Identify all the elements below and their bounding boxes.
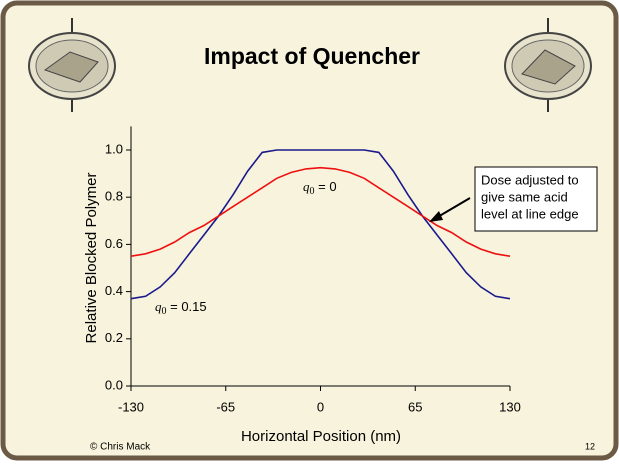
callout-arrow <box>435 197 471 219</box>
y-tick-label: 0.2 <box>105 330 123 345</box>
x-tick-label: 65 <box>408 399 422 414</box>
ornament-right <box>504 18 592 112</box>
annotation-text: = 0 <box>315 179 337 194</box>
callout-text: give same acid <box>481 189 568 204</box>
ornament-left <box>28 18 116 112</box>
y-tick-label: 0.6 <box>105 236 123 251</box>
annotation-symbol: q <box>303 179 310 194</box>
footer: © Chris Mack <box>90 442 151 453</box>
callout-arrowhead <box>429 211 443 222</box>
series-line <box>130 166 511 257</box>
y-tick-label: 1.0 <box>105 141 123 156</box>
x-axis-label: Horizontal Position (nm) <box>241 428 401 445</box>
annotation-symbol: q <box>155 299 162 314</box>
y-tick-label: 0.0 <box>105 377 123 392</box>
series-line <box>130 149 511 300</box>
x-tick-label: 130 <box>499 399 521 414</box>
callout-text: Dose adjusted to <box>481 172 579 187</box>
annotation-text: = 0.15 <box>167 299 207 314</box>
curve-annotation: q0 = 0.15 <box>155 299 207 317</box>
y-tick-label: 0.8 <box>105 189 123 204</box>
callout-box <box>474 166 598 232</box>
x-tick-label: -65 <box>216 399 235 414</box>
annotation-subscript: 0 <box>310 186 315 197</box>
x-tick-label: 0 <box>317 399 324 414</box>
annotation-subscript: 0 <box>162 306 167 317</box>
y-tick-label: 0.4 <box>105 283 123 298</box>
page-number: 12 <box>585 441 595 451</box>
chart-title: Impact of Quencher <box>204 43 420 69</box>
y-axis-label: Relative Blocked Polymer <box>83 173 100 344</box>
callout-text: level at line edge <box>481 206 579 221</box>
x-tick-label: -130 <box>118 399 144 414</box>
curve-annotation: q0 = 0 <box>303 179 337 197</box>
